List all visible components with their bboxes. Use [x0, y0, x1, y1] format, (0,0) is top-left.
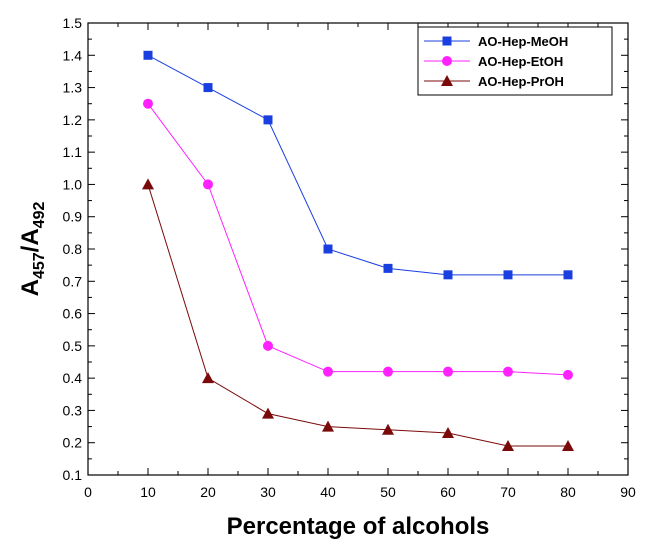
data-point	[263, 340, 273, 351]
y-axis-title: A457/A492	[17, 202, 48, 297]
data-point	[202, 372, 214, 384]
data-point	[563, 369, 573, 380]
y-tick-label: 1.0	[63, 176, 83, 192]
y-tick-label: 0.8	[63, 241, 83, 257]
y-tick-label: 1.3	[63, 80, 83, 96]
x-tick-label: 70	[500, 484, 516, 500]
data-point	[503, 270, 513, 280]
y-tick-label: 1.1	[63, 144, 83, 160]
y-axis-title-sub2: 492	[31, 202, 48, 229]
x-tick-label: 10	[140, 484, 156, 500]
y-axis-title-sub1: 457	[31, 252, 48, 279]
y-tick-label: 0.2	[63, 435, 83, 451]
series-2	[142, 178, 574, 451]
legend-label: AO-Hep-MeOH	[478, 34, 568, 49]
data-point	[203, 83, 213, 93]
y-axis-title-sep: /A	[17, 228, 44, 252]
data-point	[383, 366, 393, 377]
legend-item: AO-Hep-EtOH	[424, 54, 563, 69]
y-tick-label: 1.4	[63, 47, 83, 63]
x-tick-label: 50	[380, 484, 396, 500]
legend-item: AO-Hep-PrOH	[424, 74, 564, 89]
data-point	[503, 366, 513, 377]
x-tick-label: 80	[560, 484, 576, 500]
series-layer	[142, 50, 574, 451]
data-point	[383, 263, 393, 273]
y-tick-label: 0.9	[63, 209, 83, 225]
y-tick-label: 0.4	[63, 370, 83, 386]
data-point	[443, 366, 453, 377]
data-point	[562, 439, 574, 451]
legend-marker	[441, 75, 453, 86]
x-tick-label: 30	[260, 484, 276, 500]
data-point	[262, 407, 274, 419]
data-point	[502, 439, 514, 451]
y-tick-label: 0.6	[63, 306, 83, 322]
y-tick-label: 1.5	[63, 15, 83, 31]
y-tick-label: 0.7	[63, 273, 83, 289]
series-line	[147, 184, 568, 447]
series-0	[143, 50, 573, 280]
y-tick-label: 1.2	[63, 112, 83, 128]
data-point	[143, 98, 153, 109]
series-line	[147, 103, 569, 376]
legend-label: AO-Hep-PrOH	[478, 74, 564, 89]
x-tick-label: 20	[200, 484, 216, 500]
x-axis-title: Percentage of alcohols	[227, 513, 490, 540]
data-point	[382, 423, 394, 435]
data-point	[442, 427, 454, 439]
data-point	[323, 366, 333, 377]
x-tick-label: 0	[84, 484, 92, 500]
data-point	[263, 115, 273, 125]
legend-item: AO-Hep-MeOH	[424, 34, 568, 49]
x-tick-label: 60	[440, 484, 456, 500]
y-tick-label: 0.3	[63, 402, 83, 418]
y-tick-label: 0.1	[63, 467, 83, 483]
data-point	[563, 270, 573, 280]
axis-ticks: 0 10 20 30 40 50 60 70 80 90 0.1 0.2 0.3 0.4 0.5 0.6 0.7…	[63, 15, 636, 500]
legend-items: AO-Hep-MeOH AO-Hep-EtOH AO-Hep-PrOH	[424, 34, 568, 89]
y-axis-title-main: A	[17, 279, 44, 296]
legend-marker	[442, 36, 452, 46]
data-point	[443, 270, 453, 280]
legend-marker	[442, 56, 452, 66]
x-tick-label: 90	[620, 484, 636, 500]
data-point	[203, 179, 213, 190]
data-point	[322, 420, 334, 432]
data-point	[323, 244, 333, 254]
y-tick-label: 0.5	[63, 338, 83, 354]
series-1	[143, 98, 573, 380]
series-line	[147, 54, 568, 276]
legend: AO-Hep-MeOH AO-Hep-EtOH AO-Hep-PrOH	[417, 26, 613, 96]
legend-label: AO-Hep-EtOH	[478, 54, 563, 69]
x-tick-label: 40	[320, 484, 336, 500]
data-point	[142, 178, 154, 190]
data-point	[143, 50, 153, 60]
